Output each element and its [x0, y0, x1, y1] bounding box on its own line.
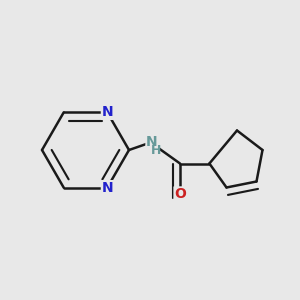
Text: O: O — [174, 187, 186, 201]
Text: N: N — [101, 181, 113, 195]
Text: N: N — [101, 105, 113, 119]
Text: N: N — [146, 135, 158, 148]
Text: H: H — [151, 143, 161, 157]
